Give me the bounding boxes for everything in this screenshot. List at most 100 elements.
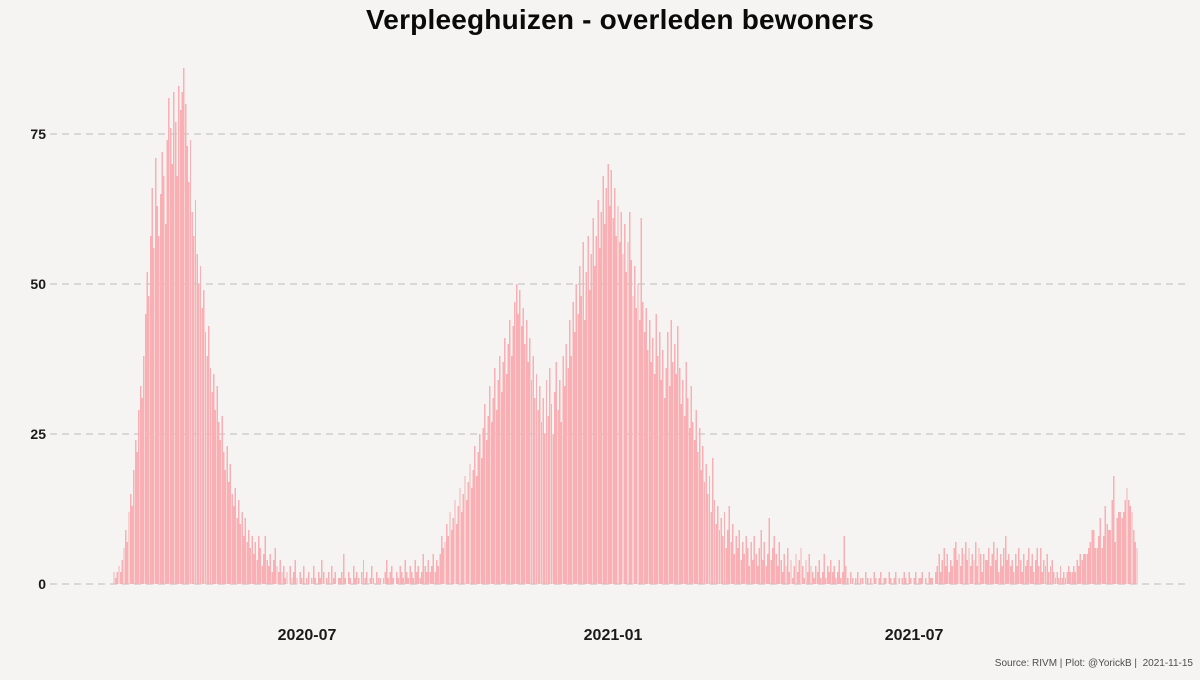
bar bbox=[514, 302, 516, 584]
bar bbox=[783, 554, 786, 584]
bar bbox=[555, 362, 558, 584]
bar bbox=[921, 572, 924, 584]
bar bbox=[1044, 566, 1047, 584]
bar bbox=[1132, 530, 1135, 584]
bar bbox=[208, 326, 210, 584]
bar bbox=[301, 578, 303, 584]
bar bbox=[274, 548, 277, 584]
bar bbox=[753, 536, 756, 584]
bar bbox=[743, 554, 746, 584]
bar bbox=[971, 554, 974, 584]
bar bbox=[529, 338, 531, 584]
bar bbox=[1051, 560, 1053, 584]
bar bbox=[1119, 512, 1122, 584]
bar bbox=[622, 254, 624, 584]
bar bbox=[836, 572, 839, 584]
bar bbox=[793, 566, 796, 584]
bar bbox=[204, 332, 207, 584]
bar bbox=[257, 536, 260, 584]
bar bbox=[1091, 530, 1093, 584]
bar bbox=[312, 566, 315, 584]
bar bbox=[930, 578, 932, 584]
bar bbox=[910, 578, 912, 584]
bar bbox=[352, 566, 355, 584]
bar bbox=[873, 572, 875, 584]
bar bbox=[773, 536, 776, 584]
bar bbox=[519, 290, 521, 584]
bar bbox=[479, 434, 481, 584]
bar bbox=[597, 200, 599, 584]
bar bbox=[1108, 530, 1110, 584]
bar bbox=[702, 446, 704, 584]
bar bbox=[600, 212, 603, 584]
bar bbox=[527, 362, 529, 584]
bar bbox=[979, 554, 982, 584]
bar bbox=[816, 572, 819, 584]
bar bbox=[895, 572, 897, 584]
bar bbox=[633, 266, 636, 584]
bar bbox=[762, 560, 764, 584]
bar bbox=[944, 566, 947, 584]
bar bbox=[272, 560, 275, 584]
bar bbox=[768, 518, 771, 584]
bar bbox=[402, 578, 405, 584]
bar bbox=[831, 572, 834, 584]
bar bbox=[306, 578, 308, 584]
bar bbox=[279, 560, 282, 584]
bar bbox=[477, 452, 480, 584]
bar bbox=[524, 344, 526, 584]
bar bbox=[570, 356, 573, 584]
bar bbox=[617, 206, 619, 584]
bar bbox=[1068, 566, 1070, 584]
bar bbox=[740, 560, 742, 584]
bar bbox=[277, 572, 280, 584]
bar bbox=[113, 572, 115, 584]
bar bbox=[999, 554, 1002, 584]
bar bbox=[302, 566, 305, 584]
bar bbox=[1061, 578, 1063, 584]
bar bbox=[545, 380, 548, 584]
bar bbox=[1066, 572, 1068, 584]
bar bbox=[337, 578, 340, 584]
bar bbox=[181, 92, 183, 584]
bar bbox=[371, 566, 373, 584]
bar bbox=[141, 398, 143, 584]
bar bbox=[903, 572, 905, 584]
bar bbox=[875, 578, 877, 584]
bar bbox=[439, 554, 441, 584]
bar bbox=[690, 386, 692, 584]
bar bbox=[169, 128, 172, 584]
bar bbox=[406, 572, 408, 584]
bar bbox=[845, 566, 847, 584]
bar bbox=[976, 566, 979, 584]
bar bbox=[589, 290, 591, 584]
bar bbox=[321, 560, 323, 584]
bar bbox=[432, 554, 435, 584]
bar bbox=[480, 458, 483, 584]
bar bbox=[361, 572, 363, 584]
bar bbox=[317, 572, 320, 584]
bar bbox=[121, 560, 124, 584]
bar bbox=[396, 572, 398, 584]
bar bbox=[565, 344, 568, 584]
bar bbox=[248, 530, 250, 584]
bar bbox=[928, 572, 930, 584]
bar bbox=[214, 410, 217, 584]
bar bbox=[495, 410, 498, 584]
bar bbox=[1043, 560, 1045, 584]
bar bbox=[269, 554, 272, 584]
bar bbox=[1069, 572, 1072, 584]
bar bbox=[627, 242, 629, 584]
bar bbox=[148, 296, 150, 584]
bar bbox=[826, 566, 829, 584]
bar bbox=[673, 344, 676, 584]
bar bbox=[447, 536, 450, 584]
bar bbox=[755, 554, 757, 584]
bar bbox=[978, 548, 980, 584]
bar bbox=[434, 572, 436, 584]
bar bbox=[1129, 506, 1132, 584]
bar bbox=[171, 164, 173, 584]
bar bbox=[1021, 572, 1023, 584]
bar bbox=[464, 476, 466, 584]
bar bbox=[866, 578, 869, 584]
